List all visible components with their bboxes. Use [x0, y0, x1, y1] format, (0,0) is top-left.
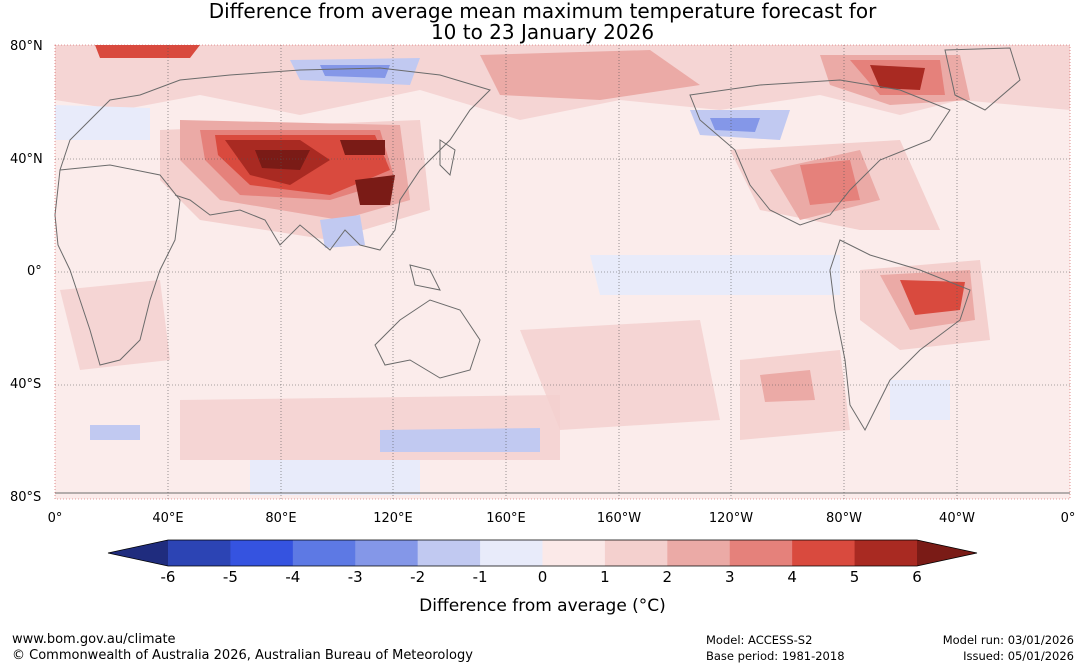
colorbar-tick-label: 0 [537, 568, 548, 586]
footer-model-run: Model run: 03/01/2026 [942, 633, 1074, 647]
map-border [54, 44, 1071, 500]
lon-label-0: 0° [47, 511, 63, 526]
lon-label-40w: 40°W [939, 511, 975, 526]
colorbar-tick-label: 3 [724, 568, 735, 586]
colorbar-label: Difference from average (°C) [419, 596, 666, 616]
colorbar-tick-label: -4 [285, 568, 301, 586]
lat-label-40n: 40°N [10, 152, 43, 167]
lon-label-40e: 40°E [152, 511, 184, 526]
map-title-line1: Difference from average mean maximum tem… [208, 0, 877, 23]
lat-label-80s: 80°S [10, 490, 42, 505]
colorbar-arrow-high [917, 540, 977, 566]
footer-copyright: © Commonwealth of Australia 2026, Austra… [12, 648, 473, 663]
colorbar-segment [417, 540, 481, 566]
colorbar-segment [667, 540, 731, 566]
coastlines [54, 47, 1070, 494]
lat-label-40s: 40°S [10, 377, 42, 392]
colorbar-tick-label: -2 [410, 568, 426, 586]
colorbar-segment [542, 540, 606, 566]
lon-label-120e: 120°E [373, 511, 413, 526]
colorbar-tick-label: 4 [787, 568, 797, 586]
colorbar-segment [792, 540, 856, 566]
colorbar-arrow-low [108, 540, 168, 566]
graticule [55, 45, 1070, 499]
colorbar-segment [604, 540, 668, 566]
footer-url[interactable]: www.bom.gov.au/climate [12, 632, 176, 647]
lat-label-eq: 0° [27, 264, 42, 279]
lon-label-120w: 120°W [708, 511, 754, 526]
colorbar-segment [168, 540, 231, 566]
map-title-line2: 10 to 23 January 2026 [430, 20, 655, 44]
colorbar-tick-label: -5 [222, 568, 238, 586]
colorbar-tick-label: -6 [160, 568, 176, 586]
footer-issued: Issued: 05/01/2026 [963, 649, 1074, 663]
lon-label-80w: 80°W [826, 511, 862, 526]
colorbar-tick-label: 5 [849, 568, 860, 586]
footer-base-period: Base period: 1981-2018 [706, 649, 845, 663]
colorbar-segment [854, 540, 918, 566]
colorbar-segment [480, 540, 543, 566]
colorbar-segment [355, 540, 419, 566]
lon-label-160w: 160°W [596, 511, 642, 526]
footer-model: Model: ACCESS-S2 [706, 633, 813, 647]
colorbar-tick-label: -3 [347, 568, 363, 586]
colorbar-tick-label: -1 [472, 568, 488, 586]
colorbar-outline [107, 539, 978, 567]
lon-label-160e: 160°E [486, 511, 526, 526]
lon-label-0-east: 0° [1060, 511, 1076, 526]
lon-label-80e: 80°E [265, 511, 297, 526]
colorbar-segment [729, 540, 793, 566]
colorbar-tick-label: 2 [662, 568, 673, 586]
colorbar-segment [292, 540, 356, 566]
colorbar-tick-label: 1 [600, 568, 610, 586]
colorbar-segment [230, 540, 294, 566]
lat-label-80n: 80°N [10, 39, 43, 54]
colorbar-tick-label: 6 [912, 568, 922, 586]
anomaly-fill-layer [55, 45, 1070, 495]
